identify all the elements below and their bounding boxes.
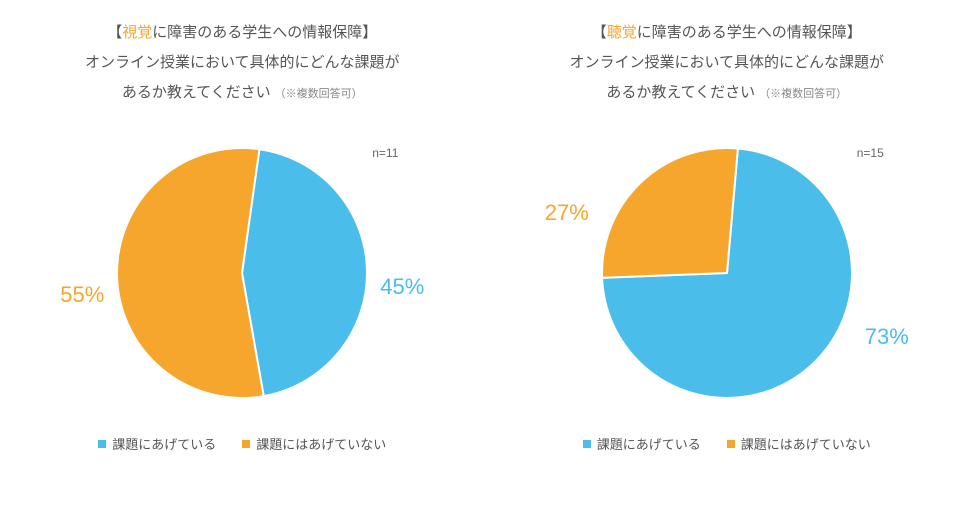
title-rest: に障害のある学生への情報保障】: [637, 24, 862, 41]
panel-auditory-title: 【聴覚に障害のある学生への情報保障】 オンライン授業において具体的にどんな課題が…: [569, 18, 884, 108]
title-line2: オンライン授業において具体的にどんな課題が: [85, 48, 400, 78]
title-highlight: 視覚: [122, 24, 152, 41]
legend-label: 課題にはあげていない: [741, 434, 871, 453]
legend-item-not-raised: 課題にはあげていない: [727, 434, 871, 453]
legend-swatch: [583, 440, 591, 448]
charts-container: 【視覚に障害のある学生への情報保障】 オンライン授業において具体的にどんな課題が…: [0, 0, 969, 512]
title-rest: に障害のある学生への情報保障】: [152, 24, 377, 41]
pie-chart-visual: n=11 45%55%: [62, 118, 422, 428]
legend-item-raised: 課題にあげている: [98, 434, 216, 453]
title-note: （※複数回答可）: [275, 88, 363, 100]
title-prefix: 【: [107, 24, 122, 41]
pie-slice-raised: [242, 149, 367, 396]
legend-item-not-raised: 課題にはあげていない: [242, 434, 386, 453]
panel-visual-title: 【視覚に障害のある学生への情報保障】 オンライン授業において具体的にどんな課題が…: [85, 18, 400, 108]
panel-auditory: 【聴覚に障害のある学生への情報保障】 オンライン授業において具体的にどんな課題が…: [485, 0, 969, 512]
title-prefix: 【: [592, 24, 607, 41]
panel-visual: 【視覚に障害のある学生への情報保障】 オンライン授業において具体的にどんな課題が…: [0, 0, 485, 512]
title-line3: あるか教えてください: [606, 84, 755, 101]
pie-slice-not_raised: [602, 148, 738, 278]
title-line3: あるか教えてください: [122, 84, 271, 101]
pie-slice-not_raised: [117, 148, 264, 398]
title-line2: オンライン授業において具体的にどんな課題が: [569, 48, 884, 78]
legend-visual: 課題にあげている 課題にはあげていない: [98, 434, 386, 453]
legend-swatch: [242, 440, 250, 448]
legend-item-raised: 課題にあげている: [583, 434, 701, 453]
legend-label: 課題にあげている: [597, 434, 701, 453]
legend-label: 課題にはあげていない: [256, 434, 386, 453]
legend-auditory: 課題にあげている 課題にはあげていない: [583, 434, 871, 453]
pie-chart-auditory: n=15 73%27%: [547, 118, 907, 428]
title-highlight: 聴覚: [607, 24, 637, 41]
legend-swatch: [98, 440, 106, 448]
legend-label: 課題にあげている: [112, 434, 216, 453]
title-note: （※複数回答可）: [759, 88, 847, 100]
legend-swatch: [727, 440, 735, 448]
